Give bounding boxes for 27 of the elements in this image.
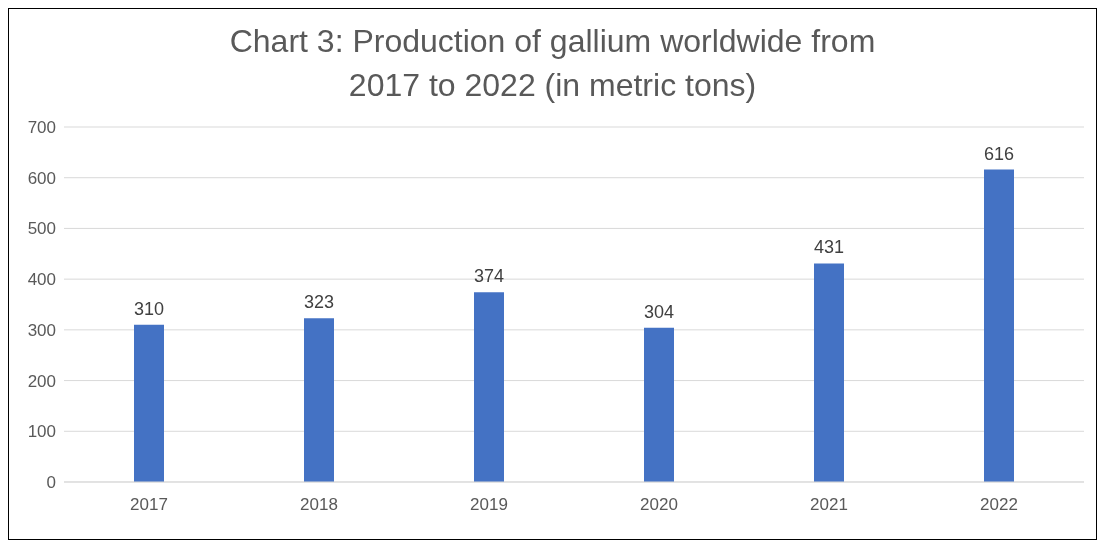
y-tick-label: 500 (27, 219, 56, 239)
data-label: 431 (813, 237, 845, 258)
data-label: 616 (983, 143, 1015, 164)
bar (134, 324, 164, 482)
y-tick-label: 200 (27, 371, 56, 391)
y-tick-label: 700 (27, 118, 56, 138)
x-tick-label: 2022 (980, 495, 1018, 515)
bar (304, 318, 334, 482)
data-label: 323 (303, 292, 335, 313)
y-tick-label: 600 (27, 168, 56, 188)
bar (474, 292, 504, 482)
bar (814, 263, 844, 482)
data-label: 304 (643, 301, 675, 322)
data-label: 310 (133, 298, 165, 319)
bar (984, 169, 1014, 482)
chart-title: Chart 3: Production of gallium worldwide from 2017 to 2022 (in metric tons) (228, 22, 877, 105)
y-tick-label: 100 (27, 422, 56, 442)
y-tick-label: 0 (46, 473, 56, 493)
x-tick-label: 2019 (470, 495, 508, 515)
bar (644, 327, 674, 482)
data-label: 374 (473, 266, 505, 287)
x-tick-label: 2017 (130, 495, 168, 515)
x-tick-label: 2020 (640, 495, 678, 515)
x-tick-label: 2021 (810, 495, 848, 515)
y-tick-label: 400 (27, 270, 56, 290)
x-tick-label: 2018 (300, 495, 338, 515)
y-tick-label: 300 (27, 320, 56, 340)
